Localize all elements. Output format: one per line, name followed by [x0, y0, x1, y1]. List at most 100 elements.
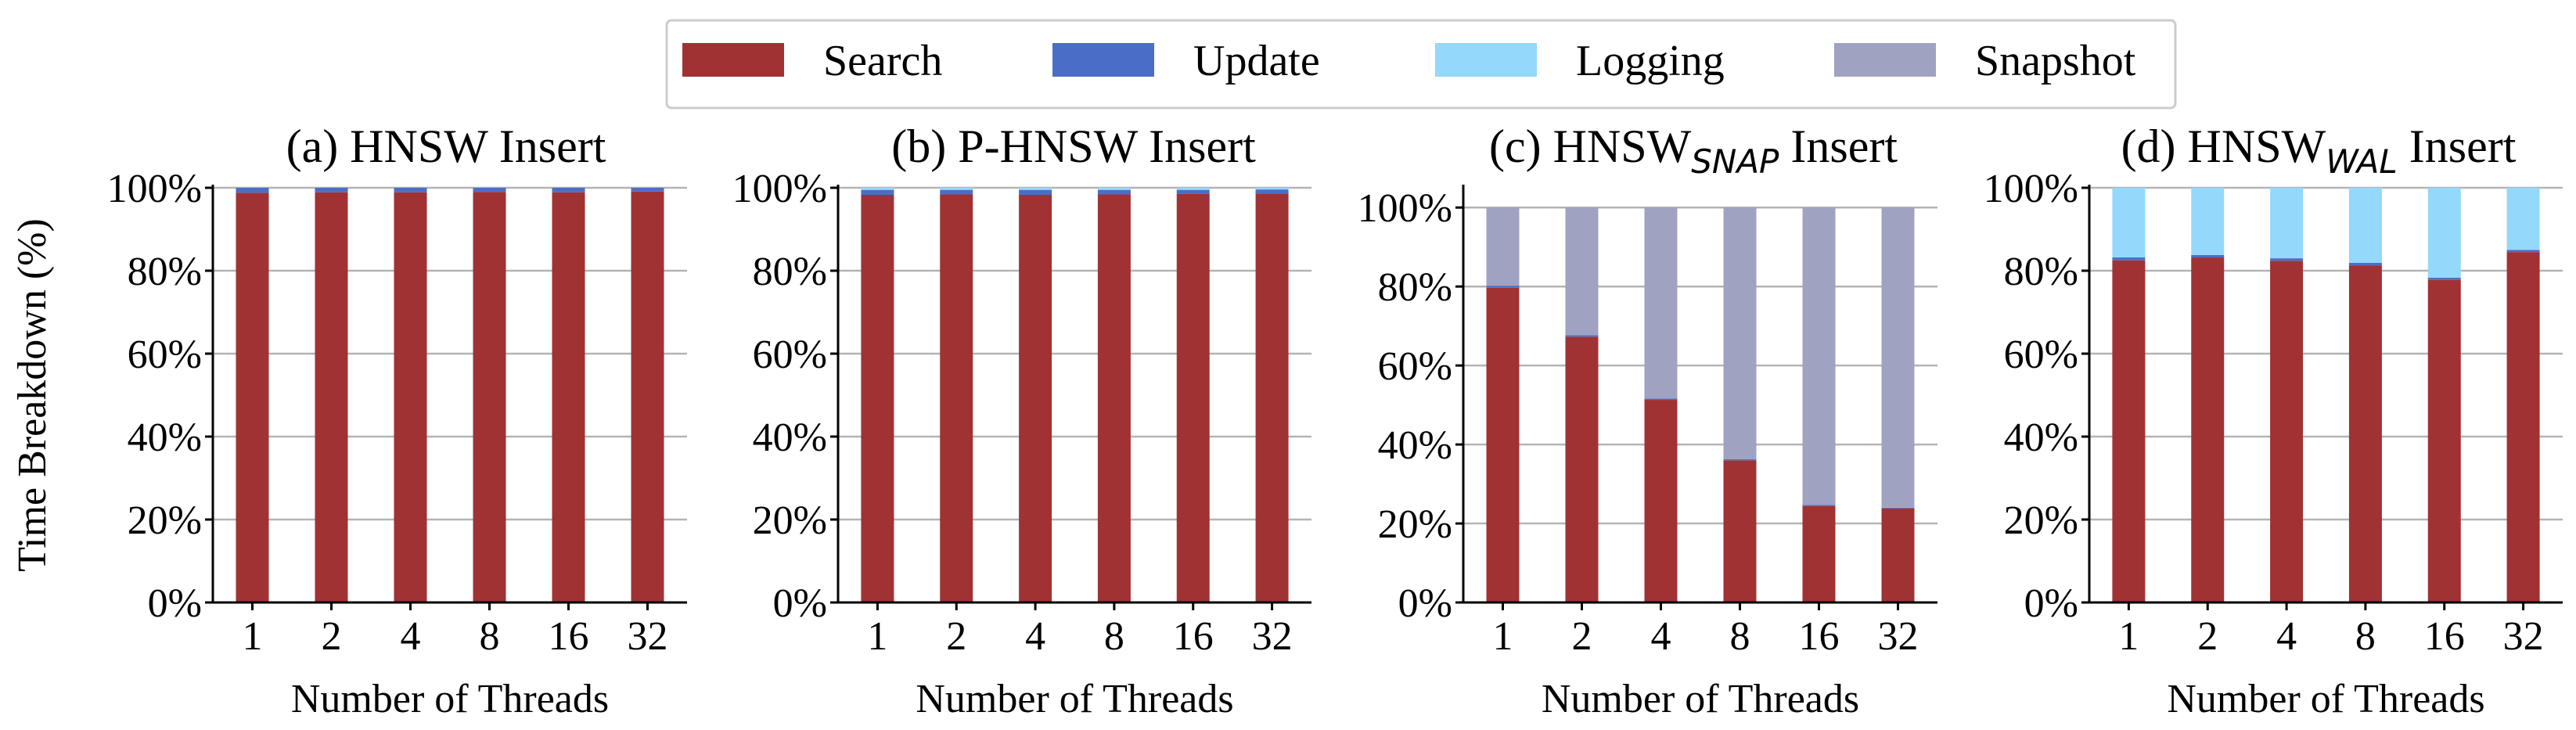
bar-segment-search: [1486, 287, 1520, 602]
x-tick-label: 32: [628, 614, 668, 659]
bar-segment-update: [315, 188, 348, 192]
y-tick-label: 100%: [1358, 186, 1452, 231]
bar-segment-update: [1176, 189, 1210, 194]
y-tick-label: 60%: [1378, 344, 1452, 389]
chart-panels: 0%20%40%60%80%100%1 2 4 8 16 32(a) HNSW Inser…: [107, 120, 2563, 721]
x-tick-label: 8: [1104, 614, 1124, 659]
x-tick-label: 2: [946, 614, 966, 659]
y-tick-label: 0%: [1398, 581, 1452, 626]
bar-segment-search: [2506, 252, 2540, 602]
y-tick-label: 40%: [1378, 423, 1452, 468]
y-tick-label: 0%: [773, 581, 827, 626]
y-tick-label: 0%: [2024, 581, 2078, 626]
y-tick-label: 100%: [107, 167, 202, 211]
y-tick-label: 80%: [1378, 265, 1452, 310]
x-tick-label: 1: [2118, 614, 2139, 659]
panel-1: 0% 20% 40% 60% 80% 100% 1 2 4 8 16 32 (a) HNSW Inser…: [107, 120, 687, 721]
x-tick-label: 8: [1730, 614, 1750, 659]
bar-segment-update: [236, 188, 269, 193]
bar-segment-update: [2191, 254, 2225, 258]
x-tick-label: 16: [1799, 614, 1840, 659]
legend-swatch-search: [682, 43, 784, 77]
legend-swatch-snapshot: [1834, 43, 1936, 77]
bar-segment-update: [1644, 398, 1678, 401]
y-tick-label: 100%: [732, 167, 827, 211]
bar-segment-update: [2270, 258, 2304, 261]
bar-segment-search: [631, 191, 664, 602]
bar-segment-update: [1881, 507, 1915, 509]
bar-segment-search: [2427, 279, 2461, 602]
bar-segment-search: [1802, 505, 1836, 602]
panel-title: (a) HNSW Insert: [286, 120, 606, 172]
legend: Search Update Logging Snapshot: [665, 19, 2177, 110]
x-tick-label: 16: [549, 614, 589, 659]
y-tick-label: 40%: [128, 415, 202, 460]
bar-segment-search: [1255, 193, 1289, 603]
bar-segment-search: [1565, 336, 1599, 602]
bar-segment-logging: [861, 188, 894, 190]
panel-4: 0% 20% 40% 60% 80% 100% 1 2 4 8 16 32 (d) HNSWWAL In…: [1984, 120, 2563, 721]
bar-segment-logging: [940, 188, 973, 190]
bar-segment-logging: [2506, 188, 2540, 250]
bar-segment-search: [940, 194, 973, 603]
bar-segment-update: [1486, 286, 1520, 288]
bar-segment-snapshot: [1723, 207, 1757, 459]
panel-3: 0% 20% 40% 60% 80% 100% 1 2 4 8 16 32 (c) HNSWSNAP I…: [1358, 120, 1937, 721]
bar-segment-logging: [1097, 188, 1131, 190]
bar-segment-update: [1565, 335, 1599, 337]
bar-segment-update: [473, 188, 506, 192]
y-tick-label: 60%: [128, 333, 202, 377]
y-tick-label: 20%: [753, 498, 827, 543]
panel-2: 0% 20% 40% 60% 80% 100% 1 2 4 8 16 32 (b) P-HNSW Ins…: [732, 120, 1311, 721]
legend-swatch-update: [1052, 43, 1154, 77]
y-axis-label: Time Breakdown (%): [10, 218, 55, 572]
x-axis-label: Number of Threads: [1542, 677, 1859, 721]
bar-segment-logging: [1255, 188, 1289, 190]
x-axis-label: Number of Threads: [291, 677, 609, 721]
bar-segment-snapshot: [1881, 207, 1915, 508]
bar-segment-logging: [2191, 188, 2225, 255]
y-tick-label: 40%: [753, 415, 827, 460]
y-tick-label: 100%: [1984, 167, 2078, 211]
bar-segment-update: [2427, 278, 2461, 280]
bar-segment-snapshot: [1565, 207, 1599, 336]
bar-segment-update: [631, 188, 664, 192]
bar-segment-update: [394, 188, 427, 192]
bar-segment-update: [1097, 189, 1131, 195]
bar-segment-search: [1019, 195, 1052, 602]
bar-segment-update: [2348, 262, 2382, 266]
bar-segment-search: [1644, 400, 1678, 602]
x-tick-label: 32: [1252, 614, 1293, 659]
x-tick-label: 2: [1572, 614, 1592, 659]
bar-segment-search: [2112, 260, 2146, 602]
bar-segment-update: [1255, 189, 1289, 194]
y-tick-label: 0%: [148, 581, 202, 626]
bar-segment-search: [1097, 194, 1131, 603]
x-tick-label: 2: [322, 614, 342, 659]
y-tick-label: 20%: [2004, 498, 2078, 543]
bar-segment-update: [940, 189, 973, 195]
bar-segment-search: [2348, 265, 2382, 602]
x-tick-label: 4: [1025, 614, 1045, 659]
bar-segment-logging: [2112, 188, 2146, 258]
x-tick-label: 32: [1878, 614, 1919, 659]
bar-segment-snapshot: [1486, 207, 1520, 286]
legend-label-update: Update: [1193, 37, 1320, 85]
y-tick-label: 40%: [2004, 415, 2078, 460]
bar-segment-update: [552, 188, 585, 192]
y-tick-label: 80%: [128, 250, 202, 294]
bar-segment-search: [552, 192, 585, 602]
y-tick-label: 60%: [2004, 333, 2078, 377]
legend-swatch-logging: [1435, 43, 1537, 77]
legend-label-logging: Logging: [1576, 37, 1725, 85]
y-tick-label: 20%: [128, 498, 202, 543]
bar-segment-logging: [2270, 188, 2304, 259]
x-tick-label: 4: [401, 614, 421, 659]
bar-segment-search: [1723, 460, 1757, 602]
bar-segment-update: [2112, 257, 2146, 261]
bar-segment-update: [861, 189, 894, 196]
x-axis-label: Number of Threads: [916, 677, 1233, 721]
x-tick-label: 8: [480, 614, 500, 659]
bar-segment-search: [2270, 261, 2304, 602]
